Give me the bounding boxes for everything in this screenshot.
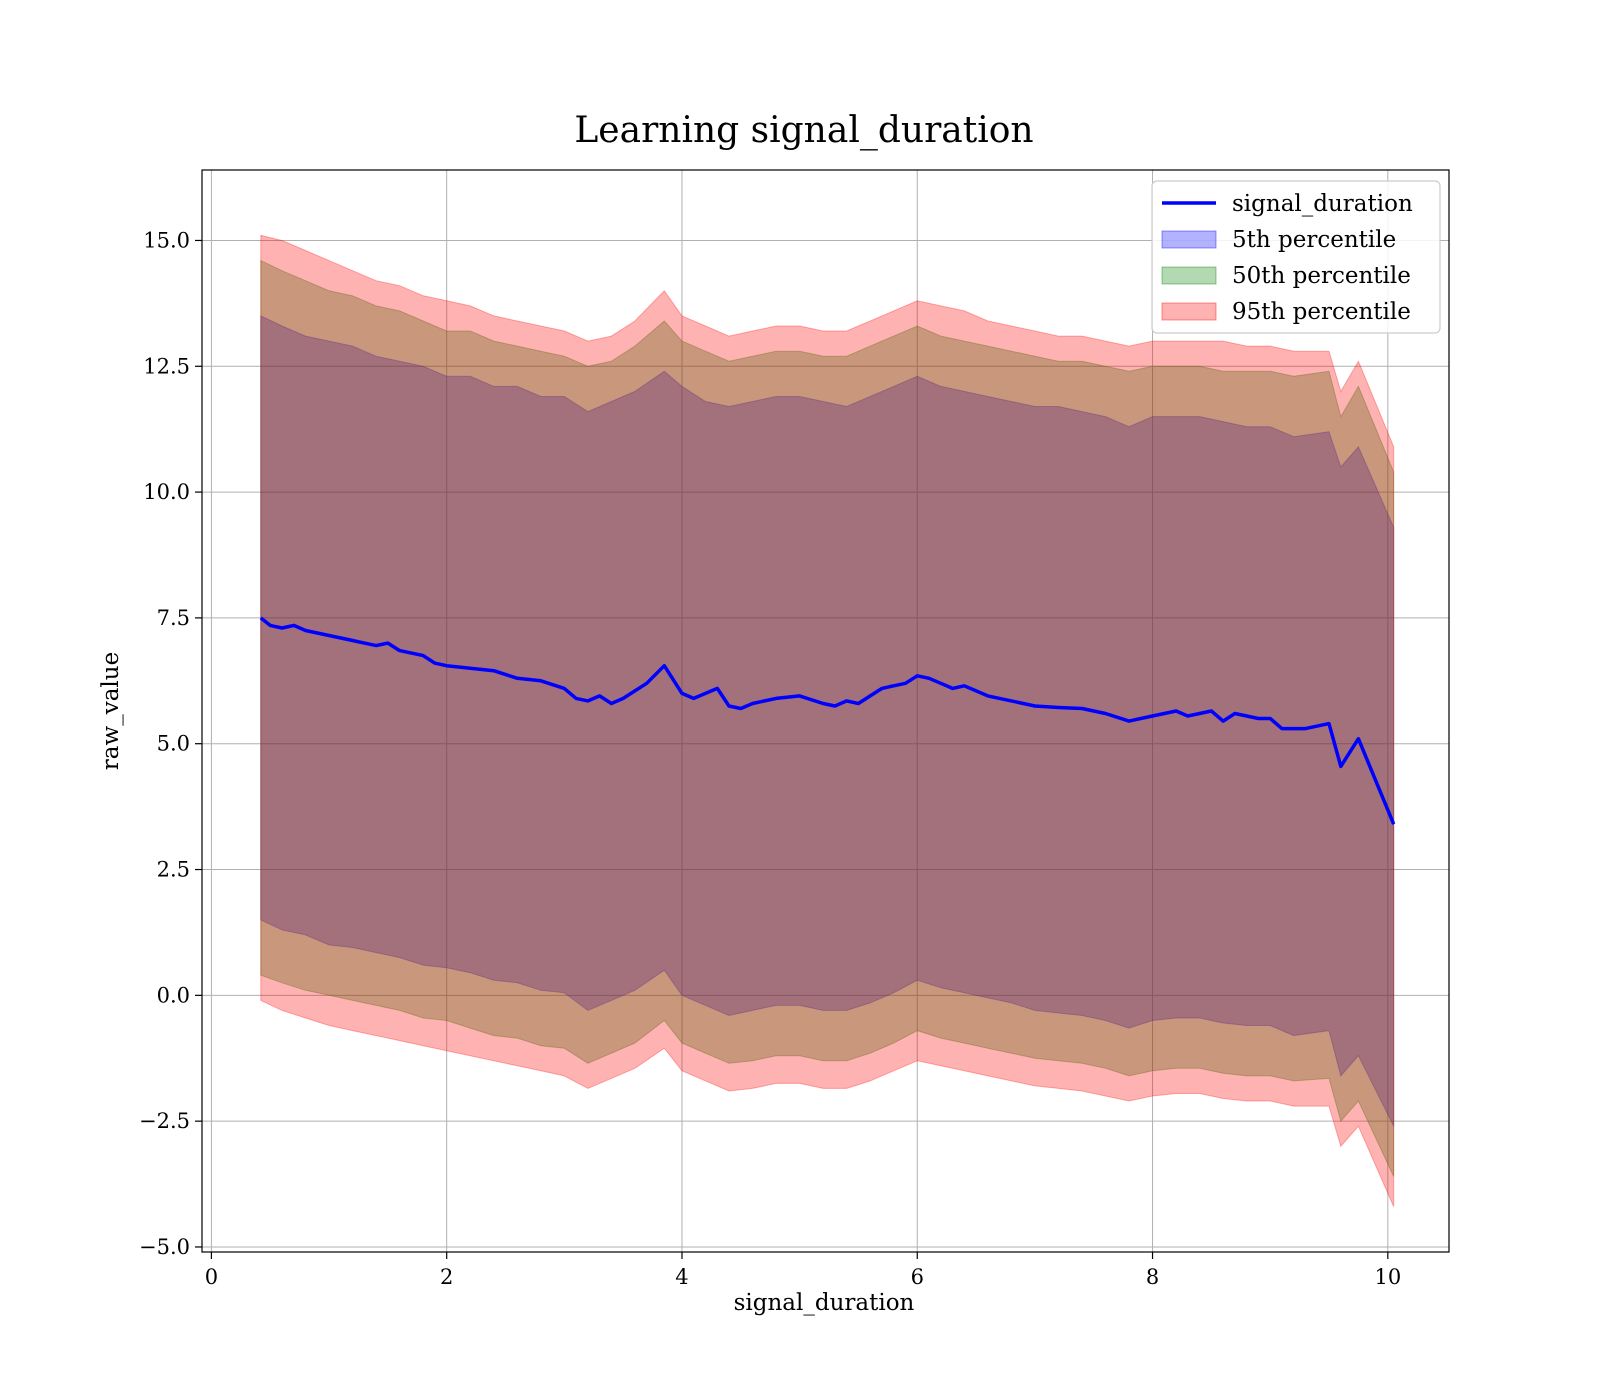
band-1: [260, 315, 1395, 1127]
y-tick-label-8: 15.0: [143, 228, 190, 252]
legend-label-3: 95th percentile: [1232, 299, 1411, 325]
y-axis-label: raw_value: [98, 652, 124, 770]
percentile-bands: [260, 234, 1395, 1207]
legend-swatch-1: [1161, 230, 1217, 249]
y-tick-label-3: 2.5: [157, 858, 190, 882]
axis-ticks: 0 2 4 6 8 10 −5.0 −2.5 0.0 2.5 5.0 7.5 10.0 12.5 15.0: [139, 228, 1401, 1289]
y-tick-label-5: 7.5: [157, 606, 190, 630]
line-layer: [259, 616, 1396, 825]
y-tick-label-6: 10.0: [143, 480, 190, 504]
x-tick-label-0: 0: [205, 1265, 218, 1289]
x-tick-label-1: 2: [440, 1265, 453, 1289]
legend-label-1: 5th percentile: [1232, 227, 1396, 253]
y-tick-label-1: −2.5: [139, 1109, 190, 1133]
y-tick-label-7: 12.5: [143, 354, 190, 378]
plot-frame: [201, 169, 1450, 1253]
band-3: [260, 234, 1395, 1207]
x-tick-label-3: 6: [911, 1265, 924, 1289]
series-line-signal-duration: [259, 616, 1396, 825]
legend-swatch-3: [1161, 302, 1217, 321]
x-axis-label: signal_duration: [734, 1290, 915, 1316]
x-tick-label-4: 8: [1146, 1265, 1159, 1289]
band-2: [260, 259, 1395, 1177]
chart-title: Learning signal_duration: [574, 110, 1033, 151]
y-tick-label-4: 5.0: [157, 732, 190, 756]
legend-box: [1151, 180, 1441, 334]
legend-swatch-2: [1161, 266, 1217, 285]
legend-label-2: 50th percentile: [1232, 263, 1411, 289]
y-tick-label-0: −5.0: [139, 1235, 190, 1259]
grid: [202, 170, 1449, 1252]
x-tick-label-2: 4: [675, 1265, 688, 1289]
legend-label-0: signal_duration: [1232, 191, 1413, 217]
legend: signal_duration 5th percentile 50th percen…: [1151, 180, 1441, 334]
y-tick-label-2: 0.0: [157, 983, 190, 1007]
x-tick-label-5: 10: [1374, 1265, 1401, 1289]
